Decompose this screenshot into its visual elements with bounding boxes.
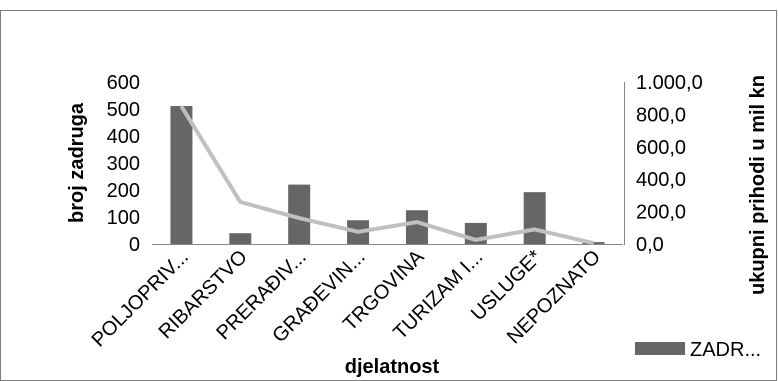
line-series: [179, 105, 595, 246]
legend-swatch: [635, 342, 685, 355]
y2-axis-ticks: 0,0 200,0 400,0 600,0 800,0 1.000,0: [636, 72, 703, 256]
y-tick-label: 400: [107, 126, 140, 148]
y2-axis-title: ukupni prihodi u mil kn: [747, 75, 769, 295]
y-tick-label: 500: [107, 99, 140, 121]
legend: ZADR...: [635, 339, 761, 361]
bar: [288, 184, 311, 244]
bar: [405, 210, 428, 244]
y-tick-label: 300: [107, 153, 140, 175]
y-axis-title: broj zadruga: [66, 102, 88, 223]
y-tick-label: 200: [107, 180, 140, 202]
y2-tick-label: 800,0: [636, 104, 686, 126]
bar: [229, 233, 252, 244]
y2-tick-label: 1.000,0: [636, 72, 703, 94]
bar: [523, 192, 546, 244]
bar-series: [170, 106, 605, 244]
y-tick-label: 100: [107, 207, 140, 229]
y2-tick-label: 0,0: [636, 234, 664, 256]
y2-tick-label: 400,0: [636, 169, 686, 191]
y2-tick-label: 600,0: [636, 137, 686, 159]
x-axis-ticks: POLJOPRIV...RIBARSTVOPRERAĐIV...GRAĐEVIN…: [88, 246, 606, 352]
y2-tick-label: 200,0: [636, 202, 686, 224]
y-tick-label: 0: [129, 234, 140, 256]
x-axis-title: djelatnost: [345, 356, 440, 378]
legend-label: ZADR...: [690, 339, 761, 361]
y-tick-label: 600: [107, 72, 140, 94]
y-axis-ticks: 0 100 200 300 400 500 600: [107, 72, 140, 256]
bar: [170, 106, 193, 244]
